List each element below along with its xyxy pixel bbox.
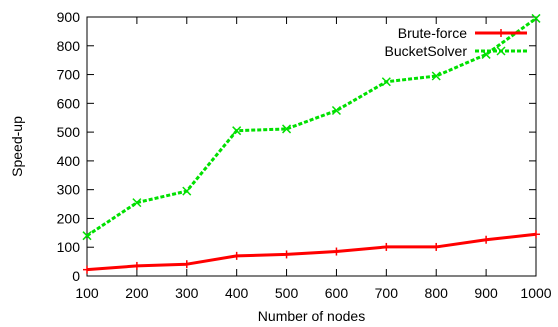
data-point-brute-force — [232, 251, 241, 260]
legend-label-bucketsolver: BucketSolver — [385, 43, 468, 59]
data-point-brute-force — [332, 247, 341, 256]
data-point-brute-force — [482, 235, 491, 244]
data-point-brute-force — [382, 242, 391, 251]
x-tick-label: 100 — [75, 285, 99, 301]
data-point-bucketsolver — [232, 126, 242, 136]
x-tick-label: 900 — [474, 285, 498, 301]
data-point-bucketsolver — [531, 13, 541, 23]
legend: Brute-force BucketSolver — [385, 25, 527, 59]
data-point-bucketsolver — [331, 105, 341, 116]
x-tick-label: 700 — [375, 285, 399, 301]
data-point-brute-force — [132, 261, 141, 270]
x-tick-label: 400 — [225, 285, 249, 301]
data-point-bucketsolver — [282, 124, 292, 134]
data-point-brute-force — [282, 250, 291, 259]
x-axis-title: Number of nodes — [258, 308, 365, 324]
y-tick-label: 800 — [57, 38, 81, 54]
data-point-brute-force — [532, 230, 540, 239]
data-point-brute-force — [182, 260, 191, 269]
series-line-brute-force — [86, 232, 537, 272]
x-axis: 100 200 300 400 500 600 700 800 900 1000 — [75, 17, 552, 301]
plot-area — [86, 16, 537, 277]
series-line-bucketsolver — [86, 17, 537, 237]
x-tick-label: 300 — [175, 285, 199, 301]
y-tick-label: 200 — [57, 210, 81, 226]
legend-marker-brute-force — [497, 29, 505, 37]
x-tick-label: 500 — [275, 285, 299, 301]
series-layer — [82, 13, 541, 274]
x-tick-label: 800 — [425, 285, 449, 301]
data-point-brute-force — [83, 265, 91, 274]
legend-label-brute-force: Brute-force — [398, 25, 467, 41]
plot-border — [86, 16, 537, 277]
x-tick-label: 200 — [125, 285, 149, 301]
y-tick-label: 700 — [57, 67, 81, 83]
y-tick-label: 900 — [57, 9, 81, 25]
y-tick-label: 0 — [72, 268, 80, 284]
y-tick-label: 300 — [57, 182, 81, 198]
data-point-brute-force — [432, 242, 441, 251]
y-tick-label: 100 — [57, 239, 81, 255]
legend-marker-bucketsolver — [496, 46, 506, 56]
y-tick-label: 500 — [57, 124, 81, 140]
data-point-bucketsolver — [182, 186, 192, 196]
y-axis-title: Speed-up — [9, 116, 25, 177]
data-point-bucketsolver — [381, 77, 391, 87]
data-point-bucketsolver — [82, 231, 92, 241]
x-tick-label: 600 — [325, 285, 349, 301]
y-tick-label: 600 — [57, 95, 81, 111]
y-tick-label: 400 — [57, 153, 81, 169]
data-point-bucketsolver — [132, 198, 142, 208]
x-tick-label: 1000 — [520, 285, 551, 301]
data-point-bucketsolver — [431, 71, 441, 81]
y-axis: 0 100 200 300 400 500 600 700 800 900 — [57, 9, 536, 284]
